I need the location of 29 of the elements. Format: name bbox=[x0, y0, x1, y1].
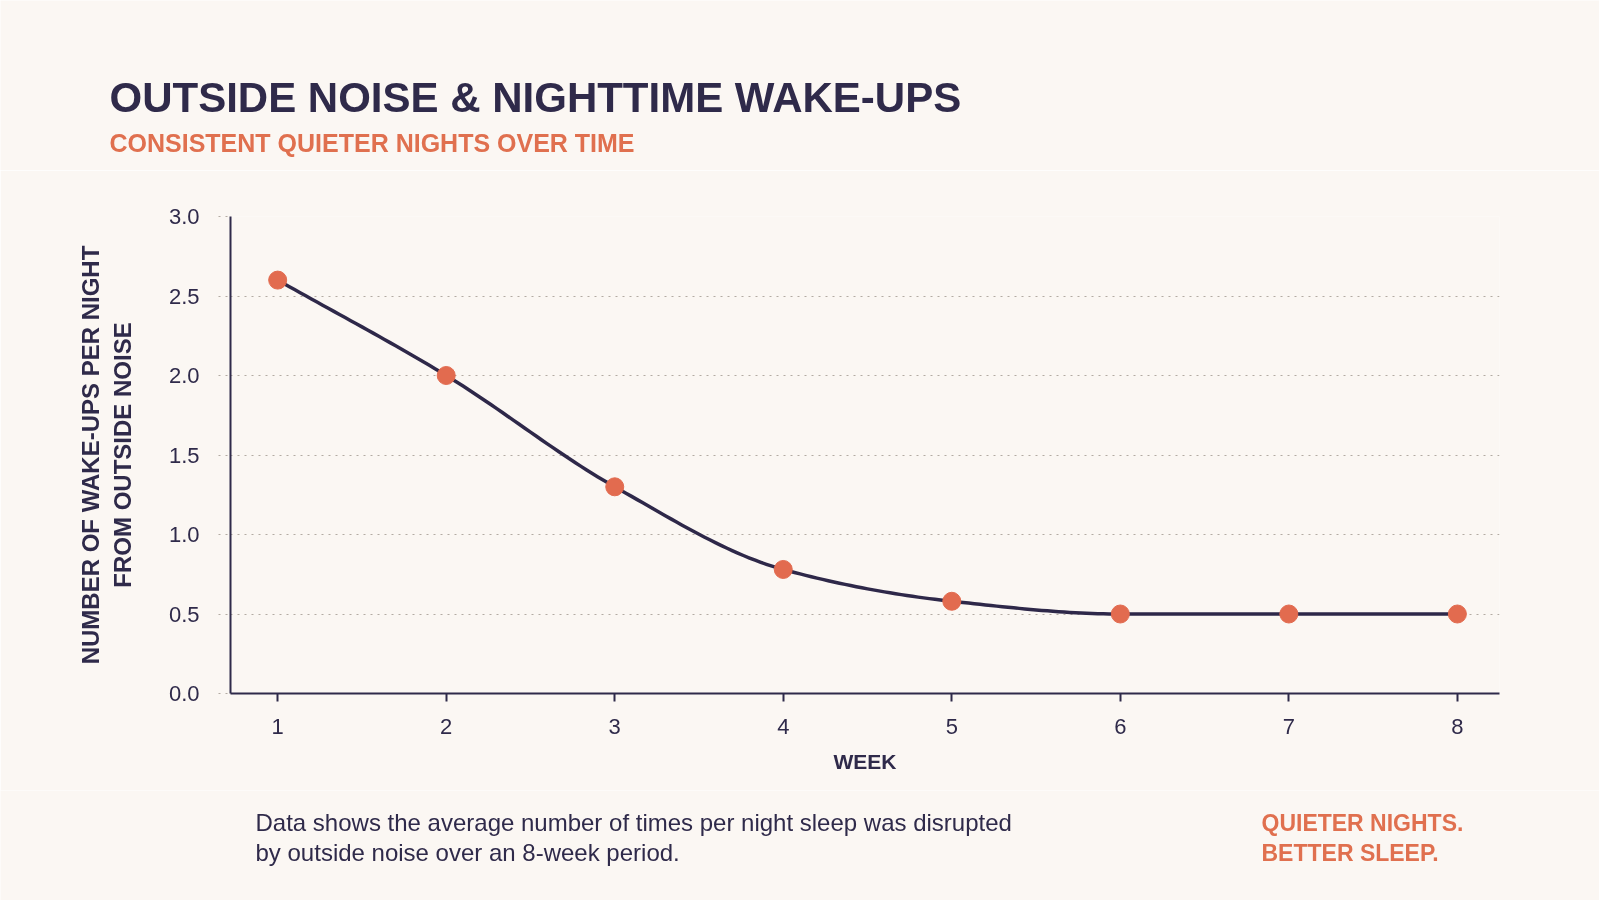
y-tick-label: 0.5 bbox=[168, 601, 200, 627]
x-tick-label: 5 bbox=[945, 713, 958, 739]
x-tick-label: 8 bbox=[1451, 713, 1464, 739]
y-tick-label: 1.0 bbox=[168, 522, 200, 547]
x-tick-label: 2 bbox=[440, 713, 453, 739]
point bbox=[1110, 604, 1130, 624]
point bbox=[773, 560, 793, 579]
y-tick-label: 3.0 bbox=[168, 204, 200, 229]
y-tick-label: 0.0 bbox=[168, 681, 200, 706]
point bbox=[268, 270, 288, 290]
y-axis-title: NUMBER OF WAKE-UPS PER NIGHT FROM OUTSIDE NOISE bbox=[76, 245, 136, 665]
y-tick-label: 2.0 bbox=[168, 363, 200, 388]
y-tick-label: 1.5 bbox=[168, 442, 200, 468]
x-axis-title: WEEK bbox=[833, 749, 897, 773]
x-tick-label: 1 bbox=[271, 713, 284, 739]
chart-title: OUTSIDE NOISE & NIGHTTIME WAKE-UPS bbox=[109, 74, 962, 121]
y-tick-label: 2.5 bbox=[168, 283, 200, 309]
point bbox=[436, 366, 456, 385]
chart-subtitle: CONSISTENT QUIETER NIGHTS OVER TIME bbox=[109, 128, 635, 157]
x-tick-label: 3 bbox=[608, 713, 621, 739]
point bbox=[942, 591, 962, 611]
text: QUIETER NIGHTS. BETTER SLEEP. bbox=[1261, 809, 1464, 866]
point bbox=[605, 477, 625, 497]
point bbox=[1279, 604, 1299, 624]
x-tick-label: 6 bbox=[1114, 713, 1127, 739]
point bbox=[1447, 604, 1467, 624]
x-tick-label: 4 bbox=[777, 713, 790, 739]
text: Data shows the average number of times per night sleep was disrupted by outside noise over an 8-week period. bbox=[255, 809, 1012, 866]
x-tick-label: 7 bbox=[1282, 713, 1295, 739]
